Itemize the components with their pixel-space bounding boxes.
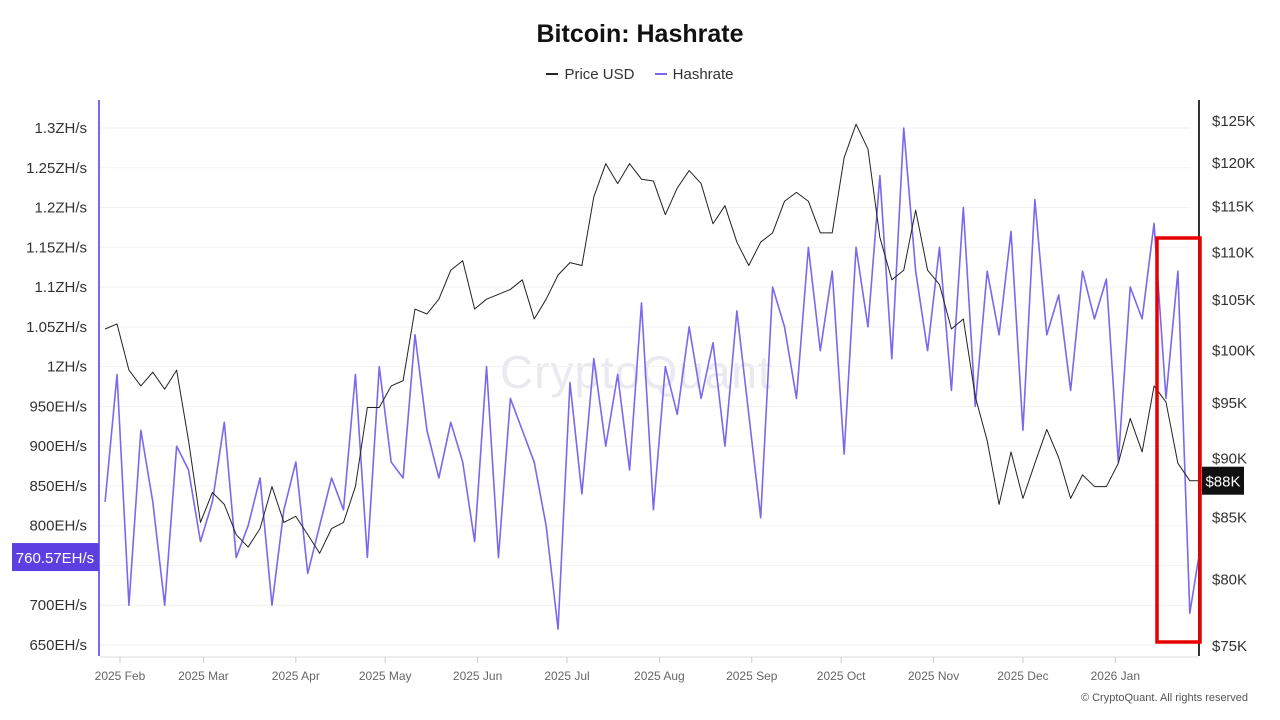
current-hashrate-label: 760.57EH/s <box>16 550 94 567</box>
left-tick-label: 1ZH/s <box>47 359 87 376</box>
x-tick-label: 2025 Mar <box>178 669 229 683</box>
right-tick-label: $105K <box>1212 292 1255 309</box>
right-tick-label: $120K <box>1212 155 1255 172</box>
right-tick-label: $95K <box>1212 395 1247 412</box>
left-tick-label: 850EH/s <box>29 478 87 495</box>
right-tick-label: $115K <box>1212 199 1254 216</box>
hashrate-line <box>104 127 1200 630</box>
x-tick-label: 2025 Dec <box>997 669 1048 683</box>
current-price-badge <box>1202 466 1244 495</box>
credit: © CryptoQuant. All rights reserved <box>1080 692 1248 704</box>
x-tick-label: 2026 Jan <box>1091 669 1140 683</box>
left-tick-label: 950EH/s <box>29 398 87 415</box>
legend-item-price[interactable]: Price USD <box>546 66 634 83</box>
highlight-box <box>1155 236 1202 644</box>
right-tick-label: $85K <box>1212 509 1247 526</box>
x-tick-label: 2025 Aug <box>634 669 685 683</box>
left-tick-label: 800EH/s <box>29 518 87 535</box>
chart-title: Bitcoin: Hashrate <box>536 20 744 48</box>
left-tick-label: 1.2ZH/s <box>34 200 87 217</box>
left-tick-label: 1.1ZH/s <box>34 279 87 296</box>
x-tick-label: 2025 Apr <box>272 669 320 683</box>
legend: Price USD Hashrate <box>0 62 1280 83</box>
legend-label-hashrate: Hashrate <box>672 65 734 83</box>
x-tick-label: 2025 Jun <box>453 669 502 683</box>
x-tick-label: 2025 Nov <box>908 669 959 683</box>
left-tick-label: 650EH/s <box>29 637 87 654</box>
right-tick-label: $125K <box>1212 113 1255 130</box>
price-line <box>104 123 1199 554</box>
current-hashrate-badge <box>12 543 99 572</box>
x-tick-label: 2025 Oct <box>817 669 866 683</box>
x-tick-label: 2025 Jul <box>544 669 589 683</box>
current-price-label: $88K <box>1205 474 1240 491</box>
left-tick-label: 1.25ZH/s <box>26 160 87 177</box>
left-tick-label: 1.3ZH/s <box>34 120 87 137</box>
price-swatch-icon <box>546 73 559 75</box>
left-tick-label: 700EH/s <box>29 597 87 614</box>
right-tick-label: $80K <box>1212 572 1247 589</box>
right-tick-label: $90K <box>1212 451 1247 468</box>
legend-item-hashrate[interactable]: Hashrate <box>654 65 734 83</box>
x-tick-label: 2025 Sep <box>726 669 778 683</box>
left-tick-label: 900EH/s <box>29 438 87 455</box>
right-tick-label: $110K <box>1212 244 1254 261</box>
x-tick-label: 2025 Feb <box>95 669 146 683</box>
legend-label-price: Price USD <box>564 65 635 83</box>
left-tick-label: 1.15ZH/s <box>26 239 87 256</box>
right-tick-label: $100K <box>1212 342 1255 359</box>
hashrate-swatch-icon <box>654 73 667 75</box>
right-tick-label: $75K <box>1212 638 1247 655</box>
x-tick-label: 2025 May <box>359 669 412 683</box>
left-tick-label: 1.05ZH/s <box>26 319 87 336</box>
